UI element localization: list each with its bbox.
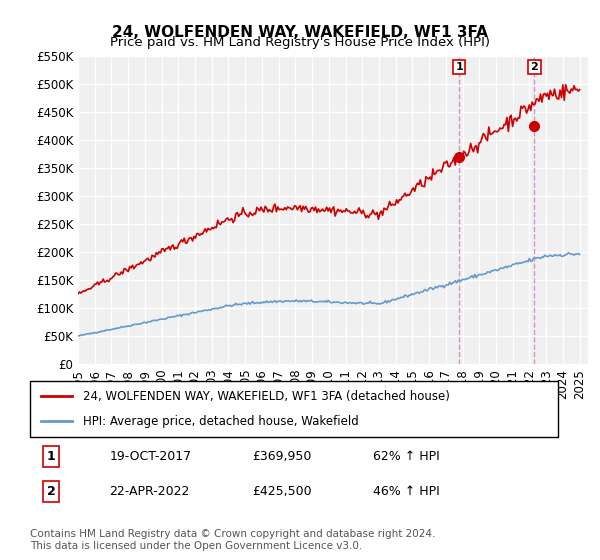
Text: 24, WOLFENDEN WAY, WAKEFIELD, WF1 3FA (detached house): 24, WOLFENDEN WAY, WAKEFIELD, WF1 3FA (d… (83, 390, 449, 403)
Text: 1: 1 (455, 62, 463, 72)
Text: 62% ↑ HPI: 62% ↑ HPI (373, 450, 440, 463)
Text: £425,500: £425,500 (252, 485, 311, 498)
Text: 22-APR-2022: 22-APR-2022 (109, 485, 190, 498)
Text: 19-OCT-2017: 19-OCT-2017 (109, 450, 191, 463)
Text: 1: 1 (47, 450, 55, 463)
Text: Price paid vs. HM Land Registry's House Price Index (HPI): Price paid vs. HM Land Registry's House … (110, 36, 490, 49)
Text: £369,950: £369,950 (252, 450, 311, 463)
Text: 24, WOLFENDEN WAY, WAKEFIELD, WF1 3FA: 24, WOLFENDEN WAY, WAKEFIELD, WF1 3FA (112, 25, 488, 40)
Text: 2: 2 (530, 62, 538, 72)
Text: Contains HM Land Registry data © Crown copyright and database right 2024.
This d: Contains HM Land Registry data © Crown c… (30, 529, 436, 551)
FancyBboxPatch shape (30, 381, 558, 437)
Text: HPI: Average price, detached house, Wakefield: HPI: Average price, detached house, Wake… (83, 414, 359, 428)
Text: 2: 2 (47, 485, 55, 498)
Text: 46% ↑ HPI: 46% ↑ HPI (373, 485, 440, 498)
